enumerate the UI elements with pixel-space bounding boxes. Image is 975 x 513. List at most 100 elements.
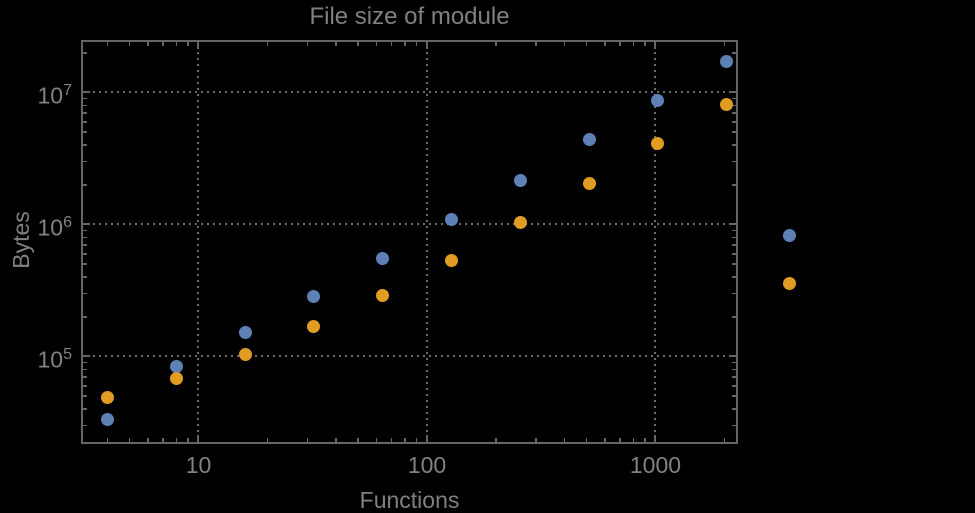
x-tick [585, 438, 588, 442]
x-tick [415, 438, 418, 442]
x-tick [644, 438, 646, 442]
y-gridline [81, 91, 738, 94]
x-tick [535, 438, 537, 442]
y-tick [83, 131, 87, 133]
y-tick [732, 131, 736, 133]
series-1-blue-point [307, 289, 321, 303]
y-tick [732, 263, 736, 265]
x-tick [197, 42, 200, 49]
x-tick [187, 438, 189, 442]
y-tick [729, 355, 736, 358]
series-1-blue-point [720, 54, 734, 68]
x-gridline [425, 40, 428, 444]
x-tick [306, 438, 309, 442]
x-tick [106, 42, 109, 46]
y-tick [83, 121, 87, 123]
y-tick [732, 316, 736, 318]
y-tick [732, 104, 736, 107]
x-tick [106, 438, 109, 442]
x-tick [563, 438, 566, 442]
x-tick [619, 438, 621, 442]
y-tick-label: 106 [37, 214, 73, 242]
x-tick [654, 42, 657, 49]
y-tick [732, 408, 736, 410]
x-tick [495, 438, 497, 442]
y-tick [83, 395, 87, 397]
x-tick [266, 438, 269, 442]
x-tick [187, 42, 189, 46]
y-tick [83, 91, 90, 94]
series-2-orange-point [376, 288, 390, 302]
x-tick [306, 42, 309, 46]
x-tick [128, 42, 131, 46]
x-tick [375, 42, 378, 46]
x-tick [604, 438, 606, 442]
x-axis-label: Functions [359, 487, 460, 513]
series-2-orange-point [720, 97, 734, 111]
x-tick [404, 438, 406, 442]
y-tick [83, 244, 87, 246]
x-tick [175, 42, 178, 46]
y-tick [83, 361, 87, 364]
y-tick [732, 52, 736, 54]
x-tick [335, 438, 337, 442]
series-1-blue-point [513, 173, 527, 187]
y-tick [732, 121, 736, 123]
y-tick [83, 263, 87, 265]
y-tick [83, 184, 87, 186]
x-tick [357, 42, 359, 46]
x-tick [632, 42, 635, 46]
y-tick [83, 52, 87, 54]
legend-marker-series-1-blue [782, 228, 796, 242]
x-tick [563, 42, 566, 46]
y-tick [83, 112, 87, 114]
y-tick [83, 408, 87, 410]
series-1-blue-point [169, 359, 183, 373]
y-tick [732, 376, 736, 378]
y-tick [83, 223, 90, 226]
y-tick [732, 424, 736, 427]
x-tick [654, 435, 657, 442]
y-tick [732, 368, 736, 371]
x-tick [390, 438, 393, 442]
y-tick [83, 316, 87, 318]
series-1-blue-point [651, 94, 665, 108]
x-tick-label: 100 [407, 452, 447, 478]
chart-title: File size of module [309, 3, 510, 30]
x-tick [375, 438, 378, 442]
x-tick [495, 42, 497, 46]
series-2-orange-point [307, 319, 321, 333]
x-tick [390, 42, 393, 46]
y-tick [729, 91, 736, 94]
y-tick [83, 229, 87, 232]
x-tick [632, 438, 635, 442]
y-tick [83, 97, 87, 100]
y-tick [732, 144, 736, 146]
x-tick [644, 42, 646, 46]
x-tick [197, 435, 200, 442]
series-1-blue-point [582, 133, 596, 147]
x-tick [128, 438, 131, 442]
x-tick [147, 42, 149, 46]
y-tick [732, 361, 736, 364]
x-tick [604, 42, 606, 46]
y-tick [732, 184, 736, 186]
x-tick-label: 1000 [629, 452, 682, 478]
y-tick [732, 253, 736, 255]
y-tick [83, 376, 87, 378]
x-tick [723, 42, 726, 46]
y-tick [83, 292, 87, 295]
series-1-blue-point [101, 412, 115, 426]
y-tick [732, 229, 736, 232]
y-tick [732, 385, 736, 387]
y-gridline [81, 355, 738, 358]
y-tick [83, 160, 87, 163]
y-tick [83, 355, 90, 358]
x-tick [162, 438, 164, 442]
y-tick [732, 236, 736, 239]
x-tick [175, 438, 178, 442]
y-tick [83, 253, 87, 255]
x-tick [585, 42, 588, 46]
x-gridline [654, 40, 657, 444]
